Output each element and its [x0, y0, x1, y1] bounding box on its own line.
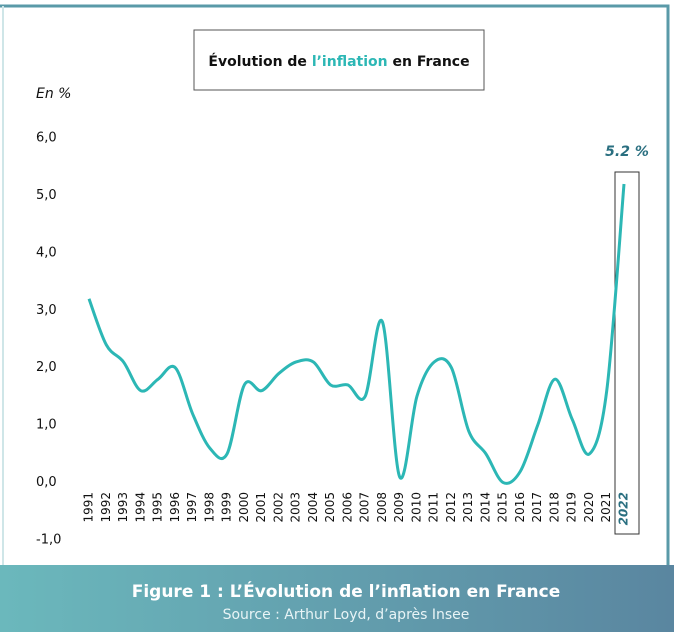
x-tick-label: 2005: [323, 492, 337, 523]
x-tick-label: 2018: [547, 492, 561, 523]
y-tick-label: 3,0: [36, 303, 57, 318]
x-tick-label: 2016: [513, 492, 527, 523]
x-tick-label: 2021: [599, 492, 613, 523]
y-tick-label: 4,0: [36, 245, 57, 260]
x-tick-label: 1996: [168, 492, 182, 523]
y-axis-label: En %: [36, 86, 71, 102]
x-tick-label: 2000: [237, 492, 251, 523]
y-tick-label: 5,0: [36, 188, 57, 203]
title-highlight: l’inflation: [312, 54, 388, 70]
title-part: en France: [388, 54, 470, 70]
y-tick-label: 0,0: [36, 475, 57, 490]
x-tick-label: 2014: [478, 492, 492, 523]
x-tick-label: 1993: [116, 492, 130, 523]
title-box: [193, 29, 485, 91]
y-tick-label: -1,0: [36, 533, 61, 548]
y-tick-label: 1,0: [36, 418, 57, 433]
y-tick-label: 6,0: [36, 131, 57, 146]
x-tick-label: 2007: [358, 492, 372, 523]
chart-title: Évolution de l’inflation en France: [208, 53, 469, 70]
x-tick-label: 2004: [306, 492, 320, 523]
caption-band: [0, 565, 674, 632]
x-tick-label: 2002: [271, 492, 285, 523]
x-tick-label: 1992: [99, 492, 113, 523]
x-tick-label: 2022: [617, 492, 631, 525]
y-tick-label: 2,0: [36, 360, 57, 375]
x-tick-label: 2010: [409, 492, 423, 523]
title-part: Évolution de: [208, 53, 311, 70]
line: [87, 183, 626, 485]
caption: Figure 1 : L’Évolution de l’inflation en…: [132, 580, 561, 602]
x-tick-label: 1994: [133, 492, 147, 523]
x-tick-label: 2009: [392, 492, 406, 523]
x-tick-label: 1997: [185, 492, 199, 523]
x-tick-label: 1999: [220, 492, 234, 523]
x-tick-label: 2020: [582, 492, 596, 523]
source: Source : Arthur Loyd, d’après Insee: [223, 607, 470, 623]
x-tick-label: 1991: [82, 492, 96, 523]
x-tick-label: 2013: [461, 492, 475, 523]
x-tick-label: 2012: [444, 492, 458, 523]
x-tick-label: 1995: [151, 492, 165, 523]
annotation: 5.2 %: [605, 144, 649, 160]
x-tick-label: 2001: [254, 492, 268, 523]
frame: [0, 4, 670, 565]
x-tick-label: 2015: [496, 492, 510, 523]
x-tick-label: 2019: [565, 492, 579, 523]
x-tick-label: 2006: [340, 492, 354, 523]
x-tick-label: 2011: [427, 492, 441, 523]
x-tick-label: 1998: [202, 492, 216, 523]
x-tick-label: 2003: [289, 492, 303, 523]
highlight-box: [614, 171, 640, 535]
x-tick-label: 2008: [375, 492, 389, 523]
x-tick-label: 2017: [530, 492, 544, 523]
